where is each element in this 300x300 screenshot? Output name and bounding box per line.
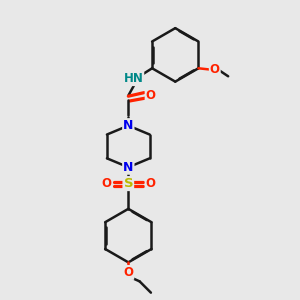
Text: S: S [124,177,133,190]
Text: O: O [146,177,156,190]
Text: O: O [146,88,156,101]
Text: O: O [210,63,220,76]
Text: N: N [123,119,134,132]
Text: O: O [101,177,111,190]
Text: HN: HN [123,72,143,85]
Text: O: O [123,266,133,279]
Text: N: N [123,161,134,174]
